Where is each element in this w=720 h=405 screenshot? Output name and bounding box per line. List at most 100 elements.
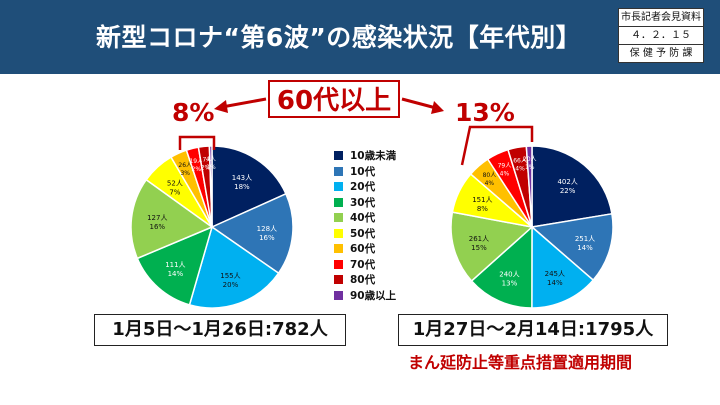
pie-0-label-6-count: 26人: [178, 162, 192, 169]
legend-label-5: 50代: [350, 227, 376, 240]
pie-1-slice-4: [450, 211, 534, 283]
pie-0-label-3-percent: 14%: [168, 270, 184, 278]
pie-1-label-4-count: 261人: [469, 235, 489, 243]
pie-1-slice-3: [470, 225, 533, 309]
pie-0-label-8-count: 17人: [199, 157, 213, 164]
pie-1-label-5-percent: 8%: [477, 205, 488, 213]
pie-0-label-2-percent: 20%: [223, 281, 239, 289]
right-over60-percent: 13%: [455, 98, 515, 127]
legend-swatch-1: [334, 166, 343, 176]
pie-0-label-1-percent: 16%: [259, 234, 275, 242]
document-stamp: 市長記者会見資料 ４．２．１５ 保 健 予 防 課: [618, 8, 704, 63]
legend-item-8: 80代: [334, 272, 396, 288]
legend-swatch-3: [334, 197, 343, 207]
legend-swatch-9: [334, 290, 343, 300]
arrow-left-head: [214, 100, 228, 113]
pie-0-label-7-count: 19人: [189, 158, 203, 165]
stamp-line-2: ４．２．１５: [619, 27, 703, 45]
pie-1-label-3-count: 240人: [499, 270, 519, 278]
pie-1-label-2-count: 245人: [545, 270, 565, 278]
pie-1-label-4-percent: 15%: [471, 244, 487, 252]
pie-0-label-7-percent: 2%: [192, 166, 202, 173]
pie-0-label-6-percent: 3%: [180, 170, 190, 177]
legend-label-7: 70代: [350, 258, 376, 271]
legend-swatch-0: [334, 151, 343, 161]
pie-0-label-4-percent: 16%: [149, 223, 165, 231]
page-title: 新型コロナ“第6波”の感染状況【年代別】: [96, 23, 582, 52]
pie-chart-left: 143人18%128人16%155人20%111人14%127人16%52人7%…: [130, 145, 294, 309]
legend-label-2: 20代: [350, 181, 376, 194]
pie-0-slice-0: [211, 145, 287, 229]
legend-swatch-4: [334, 213, 343, 223]
legend-swatch-7: [334, 259, 343, 269]
legend-item-7: 70代: [334, 257, 396, 273]
pie-0-label-9-percent: 1%: [206, 164, 216, 171]
pie-0-slice-2: [188, 225, 280, 309]
legend-label-1: 10代: [350, 165, 376, 178]
pie-1-label-6-count: 80人: [483, 172, 497, 179]
legend-label-8: 80代: [350, 274, 376, 287]
stamp-line-3: 保 健 予 防 課: [629, 48, 693, 59]
pie-0-label-2-count: 155人: [220, 272, 240, 280]
pie-1-label-5-count: 151人: [472, 196, 492, 204]
pie-1-label-1-count: 251人: [575, 235, 595, 243]
pie-1-label-6-percent: 4%: [485, 180, 495, 187]
legend-item-4: 40代: [334, 210, 396, 226]
legend-item-1: 10代: [334, 164, 396, 180]
pie-0-label-3-count: 111人: [165, 261, 185, 269]
pie-0-label-9-count: 4人: [206, 156, 216, 163]
legend-swatch-6: [334, 244, 343, 254]
pie-1-slice-9: [525, 145, 533, 228]
arrow-left: [221, 97, 267, 109]
pie-1-label-8-count: 66人: [513, 157, 527, 164]
pie-1-label-9-percent: 1%: [525, 164, 535, 171]
legend-label-3: 30代: [350, 196, 376, 209]
legend-label-6: 60代: [350, 243, 376, 256]
stamp-line-1: 市長記者会見資料: [619, 9, 703, 27]
pie-1-slice-2: [531, 225, 595, 309]
legend-swatch-8: [334, 275, 343, 285]
arrow-right: [401, 97, 437, 110]
pie-1-label-7-percent: 4%: [500, 170, 510, 177]
pie-0-slice-1: [210, 192, 294, 275]
pie-0-label-0-percent: 18%: [234, 183, 250, 191]
pie-1-label-1-percent: 14%: [577, 244, 593, 252]
pie-0-label-5-percent: 7%: [169, 188, 180, 196]
pie-0-label-5-count: 52人: [167, 179, 183, 187]
over-60-callout: 60代以上: [268, 80, 400, 118]
legend-swatch-5: [334, 228, 343, 238]
pie-1-slice-1: [530, 212, 614, 282]
pie-1-label-8-percent: 4%: [515, 165, 525, 172]
legend-item-5: 50代: [334, 226, 396, 242]
pie-1-label-3-percent: 13%: [502, 279, 518, 287]
pie-0-slice-9: [208, 145, 213, 228]
legend-label-0: 10歳未満: [350, 150, 397, 163]
legend-item-3: 30代: [334, 195, 396, 211]
left-period-label: 1月5日～1月26日:782人: [94, 314, 346, 346]
legend-item-2: 20代: [334, 179, 396, 195]
pie-0-slice-3: [136, 225, 214, 306]
legend: 10歳未満 10代 20代 30代 40代 50代 60代 70代 80代 90歳以上: [334, 148, 396, 303]
pie-chart-right: 402人22%251人14%245人14%240人13%261人15%151人8…: [450, 145, 614, 309]
pie-0-label-8-percent: 2%: [201, 165, 211, 172]
pie-0-label-1-count: 128人: [257, 225, 277, 233]
legend-label-4: 40代: [350, 212, 376, 225]
pie-0-label-4-count: 127人: [147, 214, 167, 222]
legend-swatch-2: [334, 182, 343, 192]
right-period-label: 1月27日～2月14日:1795人: [398, 314, 668, 346]
legend-label-9: 90歳以上: [350, 289, 397, 302]
legend-item-0: 10歳未満: [334, 148, 396, 164]
left-over60-percent: 8%: [172, 98, 215, 127]
pie-1-label-9-count: 20人: [523, 156, 537, 163]
pie-1-label-7-count: 79人: [498, 162, 512, 169]
legend-item-6: 60代: [334, 241, 396, 257]
pie-0-slice-4: [130, 178, 214, 260]
arrow-right-head: [431, 101, 444, 114]
legend-item-9: 90歳以上: [334, 288, 396, 304]
bracket-right: [460, 125, 534, 166]
pie-1-label-0-percent: 22%: [560, 187, 576, 195]
header-bar: 新型コロナ“第6波”の感染状況【年代別】 市長記者会見資料 ４．２．１５ 保 健…: [0, 0, 720, 74]
pie-1-label-2-percent: 14%: [547, 279, 563, 287]
pie-0-label-0-count: 143人: [232, 174, 252, 182]
